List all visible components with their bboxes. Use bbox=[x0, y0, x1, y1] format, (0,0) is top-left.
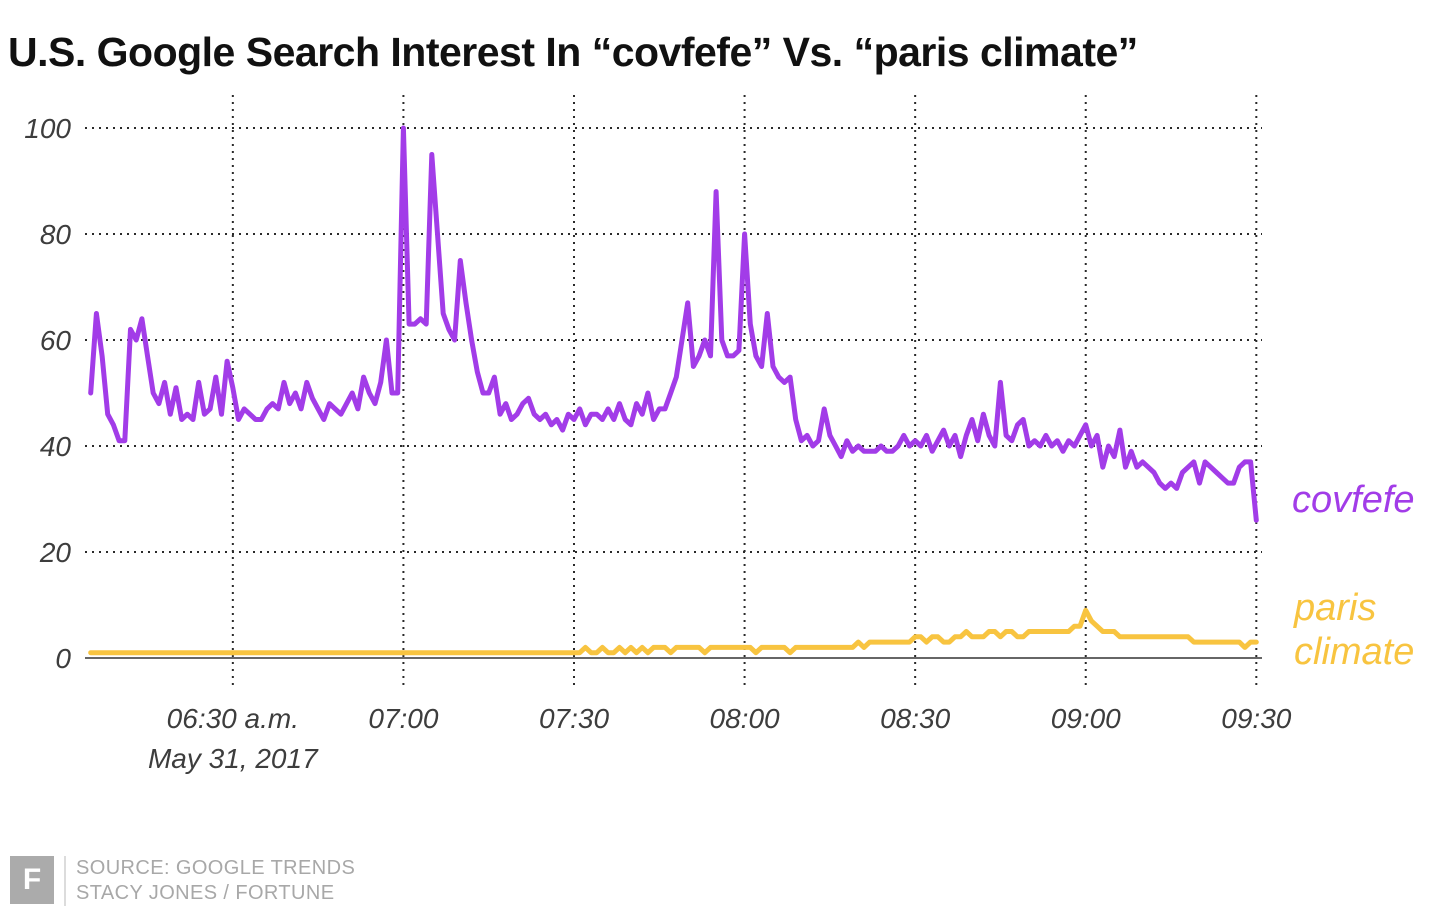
chart-title: U.S. Google Search Interest In “covfefe”… bbox=[8, 29, 1138, 76]
y-tick-label: 80 bbox=[40, 219, 72, 250]
covfefe-series-label: covfefe bbox=[1292, 479, 1415, 521]
paris-climate-line bbox=[88, 607, 1259, 656]
x-tick-label: 06:30 a.m. bbox=[167, 703, 299, 734]
y-axis-labels: 0 20 40 60 80 100 bbox=[24, 113, 71, 674]
paris-climate-label-line1: paris bbox=[1294, 587, 1377, 629]
source-footer: F SOURCE: GOOGLE TRENDS STACY JONES / FO… bbox=[10, 856, 355, 906]
y-tick-label: 60 bbox=[40, 325, 72, 356]
y-tick-label: 20 bbox=[39, 537, 72, 568]
x-tick-label: 07:30 bbox=[539, 703, 609, 734]
x-tick-label: 08:30 bbox=[880, 703, 950, 734]
credit-line: STACY JONES / FORTUNE bbox=[76, 882, 335, 904]
covfefe-line bbox=[88, 125, 1259, 523]
x-tick-label: 07:00 bbox=[368, 703, 438, 734]
paris-climate-label-line2: climate bbox=[1294, 631, 1415, 673]
source-text-block: SOURCE: GOOGLE TRENDS STACY JONES / FORT… bbox=[64, 856, 355, 906]
y-tick-label: 0 bbox=[55, 643, 71, 674]
fortune-logo: F bbox=[10, 856, 54, 904]
x-axis-labels: 06:30 a.m. May 31, 2017 07:00 07:30 08:00 08:… bbox=[148, 703, 1292, 774]
x-tick-label: 08:00 bbox=[710, 703, 780, 734]
y-tick-label: 100 bbox=[24, 113, 71, 144]
x-tick-label: 09:00 bbox=[1051, 703, 1121, 734]
fortune-logo-letter: F bbox=[22, 863, 42, 896]
x-axis-date-label: May 31, 2017 bbox=[148, 743, 319, 774]
x-tick-label: 09:30 bbox=[1221, 703, 1291, 734]
source-line: SOURCE: GOOGLE TRENDS bbox=[76, 857, 356, 879]
paris-climate-series-label: paris climate bbox=[1294, 586, 1414, 674]
y-tick-label: 40 bbox=[40, 431, 72, 462]
